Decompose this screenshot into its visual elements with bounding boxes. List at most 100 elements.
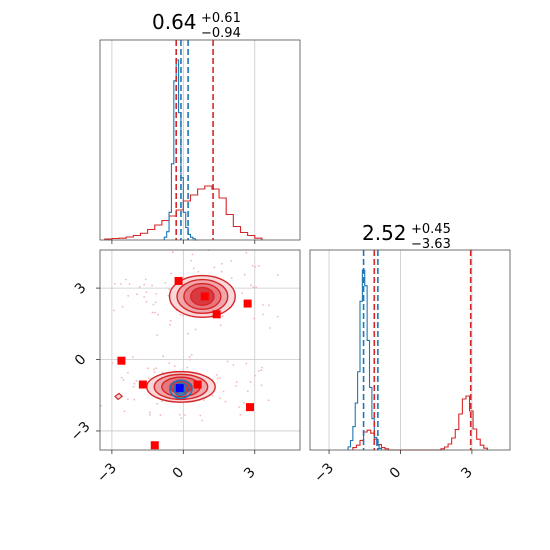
title-param2-plus: +0.45 [411,222,451,237]
joint-sample-point [153,311,156,314]
joint-xtick-label-0: −3 [94,460,120,486]
joint-sample-point [276,274,279,276]
joint-sample-point [219,324,222,327]
joint-sample-point [249,381,252,383]
title-param2-minus: −3.63 [411,237,451,252]
joint-xtick-label-1: 0 [170,464,188,482]
joint-sample-point [119,283,122,285]
joint-sample-point [123,410,126,413]
hist2-xtick-label-2: 3 [458,464,476,482]
joint-sample-point [260,369,263,372]
joint-sample-point [100,404,102,407]
joint-sample-point [155,293,158,295]
title-param1-minus: −0.94 [201,26,241,41]
joint-sample-point [257,264,260,267]
joint-sample-point [154,301,157,304]
joint-sample-point [190,259,193,262]
joint-sample-point [162,355,165,358]
joint-sample-point [186,366,189,369]
joint-red-square-2 [243,299,252,308]
joint-sample-point [122,379,125,381]
joint-ytick-label-0: −3 [68,419,94,445]
title-param1-value: 0.64 [152,10,197,34]
joint-sample-point [220,270,223,273]
joint-sample-point [243,401,245,404]
joint-sample-point [188,355,191,358]
joint-sample-point [161,400,163,403]
joint-sample-point [267,304,270,307]
joint-red-contour-stray [114,392,123,401]
joint-sample-point [224,400,227,403]
joint-sample-point [170,272,172,275]
joint-sample-point [149,411,151,414]
joint-sample-point [251,265,254,267]
joint-sample-point [147,377,150,380]
joint-sample-point [113,309,115,312]
joint-sample-point [254,266,257,268]
joint-red-square-7 [246,403,254,412]
joint-sample-point [184,414,186,416]
hist2-frame [309,249,511,451]
joint-sample-point [127,371,129,374]
joint-blue-contour-0 [169,379,193,400]
joint-sample-point [153,371,156,374]
joint-sample-point [156,334,159,337]
joint-sample-point [269,327,271,329]
hist2-red-histogram [352,395,488,451]
joint-sample-point [126,398,129,401]
joint-sample-point [151,284,154,287]
joint-sample-point [215,373,218,376]
joint-sample-point [156,402,159,405]
joint-sample-point [111,362,114,364]
joint-sample-point [135,380,138,382]
joint-ytick-label-1: 0 [72,351,90,369]
joint-sample-point [143,295,146,298]
joint-sample-point [168,362,171,365]
joint-sample-point [230,260,233,262]
joint-sample-point [114,282,116,285]
joint-sample-point [131,356,134,359]
joint-sample-point [261,366,263,369]
joint-red-square-6 [193,380,202,389]
joint-sample-point [190,353,193,356]
joint-sample-point [245,251,248,254]
joint-sample-point [145,300,148,303]
joint-sample-point [155,367,158,370]
joint-sample-point [144,278,147,281]
joint-sample-point [199,414,202,417]
joint-sample-point [167,294,170,297]
joint-sample-point [211,394,214,397]
joint-sample-point [178,413,181,416]
joint-sample-point [232,364,235,367]
joint-sample-point [238,406,240,408]
joint-xtick-label-2: 3 [241,464,259,482]
joint-sample-point [133,382,136,385]
joint-sample-point [267,399,270,402]
joint-sample-point [221,262,223,265]
joint-sample-point [138,285,141,288]
joint-frame [99,249,301,451]
joint-sample-point [262,313,264,316]
joint-sample-point [260,384,263,387]
hist2-xtick-label-1: 0 [387,464,405,482]
joint-sample-point [202,399,205,401]
joint-sample-point [219,377,222,379]
joint-sample-point [171,251,174,254]
joint-sample-point [186,332,189,335]
joint-sample-point [235,381,238,384]
joint-sample-point [182,314,185,317]
joint-sample-point [226,360,229,363]
joint-sample-point [191,253,194,256]
joint-sample-point [121,305,124,308]
joint-blue-contour-1 [173,382,189,397]
joint-sample-point [133,398,136,401]
joint-sample-point [168,288,171,291]
title-param2-value: 2.52 [362,221,407,245]
joint-sample-point [159,414,162,417]
joint-sample-point [239,413,242,416]
joint-sample-point [169,323,171,326]
joint-sample-point [252,286,255,289]
joint-sample-point [197,270,200,273]
joint-sample-point [250,284,252,287]
joint-sample-point [221,315,224,318]
